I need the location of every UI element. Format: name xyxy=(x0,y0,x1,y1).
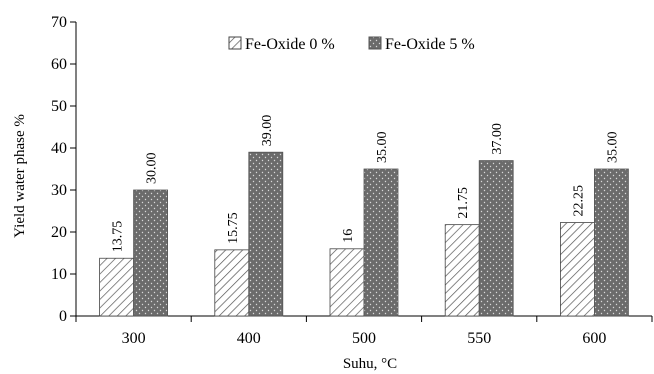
x-axis: 300 400 500 550 600 xyxy=(75,315,653,347)
y-axis: 0 10 20 30 40 50 60 70 xyxy=(51,14,77,325)
data-label-series-0-300: 13.75 xyxy=(111,221,126,253)
x-tick-label: 550 xyxy=(467,330,491,347)
x-tick-label: 600 xyxy=(582,330,606,347)
y-axis-title: Yield water phase % xyxy=(12,114,28,238)
data-label-series-1-400: 39.00 xyxy=(260,115,275,147)
y-tick-label: 20 xyxy=(51,224,67,241)
data-label-series-1-500: 35.00 xyxy=(375,132,390,164)
data-label-series-1-600: 35.00 xyxy=(605,132,620,164)
legend-swatch-fe-oxide-5 xyxy=(368,36,382,50)
data-labels: 13.75 15.75 16 21.75 22.25 30.00 39.00 35.00 37.… xyxy=(111,115,621,253)
legend-label-fe-oxide-0: Fe-Oxide 0 % xyxy=(245,36,335,53)
y-tick-label: 0 xyxy=(59,308,67,325)
data-label-series-0-500: 16 xyxy=(341,229,356,243)
y-tick-label: 10 xyxy=(51,266,67,283)
bar-series-0-550 xyxy=(444,224,480,317)
data-label-series-0-550: 21.75 xyxy=(456,187,471,219)
data-label-series-0-400: 15.75 xyxy=(226,212,241,243)
bar-series-0-600 xyxy=(560,222,595,317)
bar-series-1-600 xyxy=(594,168,629,317)
bar-series-1-500 xyxy=(363,168,399,317)
bar-series-1-550 xyxy=(478,160,514,317)
legend-label-fe-oxide-5: Fe-Oxide 5 % xyxy=(385,36,475,53)
y-tick-label: 40 xyxy=(51,140,67,157)
legend: Fe-Oxide 0 % Fe-Oxide 5 % xyxy=(228,36,475,53)
data-label-series-1-300: 30.00 xyxy=(145,153,160,185)
x-axis-title: Suhu, °C xyxy=(343,356,397,372)
bar-series-0-400 xyxy=(214,249,250,317)
bar-series-1-300 xyxy=(133,189,169,317)
y-tick-label: 30 xyxy=(51,182,67,199)
bar-series-1-400 xyxy=(248,151,284,317)
bars xyxy=(99,151,629,317)
x-tick-label: 300 xyxy=(122,330,146,347)
y-tick-label: 70 xyxy=(51,14,67,31)
y-tick-label: 60 xyxy=(51,56,67,73)
bar-series-0-500 xyxy=(329,248,365,317)
bar-series-0-300 xyxy=(99,257,134,317)
legend-swatch-fe-oxide-0 xyxy=(228,36,242,50)
y-tick-label: 50 xyxy=(51,98,67,115)
x-tick-label: 500 xyxy=(352,330,376,347)
data-label-series-0-600: 22.25 xyxy=(571,185,586,217)
x-tick-label: 400 xyxy=(237,330,261,347)
data-label-series-1-550: 37.00 xyxy=(490,123,505,155)
